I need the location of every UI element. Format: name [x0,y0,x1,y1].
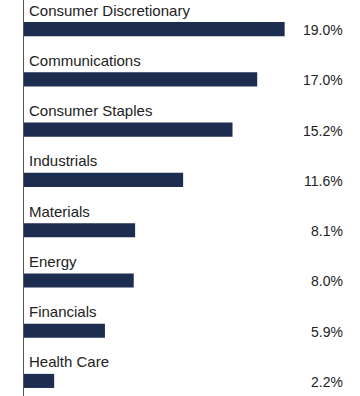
svg-text:Consumer Discretionary: Consumer Discretionary [29,2,190,19]
svg-text:8.0%: 8.0% [311,273,343,289]
svg-text:8.1%: 8.1% [311,223,343,239]
svg-text:Energy: Energy [29,253,77,270]
svg-text:Consumer Staples: Consumer Staples [29,102,152,119]
svg-text:Communications: Communications [29,52,141,69]
svg-text:Financials: Financials [29,303,97,320]
svg-text:Industrials: Industrials [29,152,97,169]
svg-text:Health Care: Health Care [29,353,109,370]
svg-text:17.0%: 17.0% [303,72,343,88]
svg-text:15.2%: 15.2% [303,123,343,139]
svg-text:2.2%: 2.2% [311,374,343,390]
svg-text:Materials: Materials [29,203,90,220]
svg-text:5.9%: 5.9% [311,324,343,340]
svg-text:19.0%: 19.0% [303,22,343,38]
svg-text:11.6%: 11.6% [304,173,343,189]
